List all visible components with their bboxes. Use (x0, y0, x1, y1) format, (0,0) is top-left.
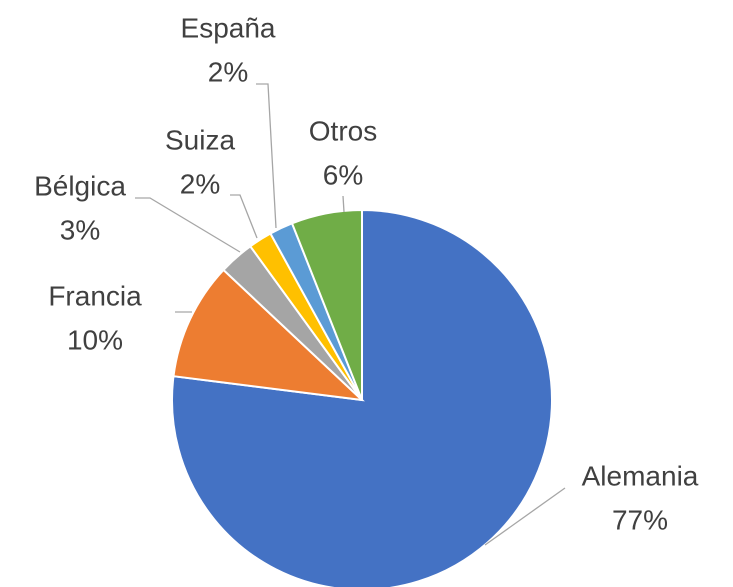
category-label: Suiza (165, 124, 235, 155)
pie-slice (172, 268, 365, 402)
value-label: 2% (208, 56, 248, 87)
value-label: 10% (67, 324, 123, 355)
category-label: España (181, 12, 276, 43)
value-label: 3% (60, 214, 100, 245)
leader-line (135, 197, 241, 253)
leader-line (342, 195, 345, 213)
value-label: 77% (612, 504, 668, 535)
category-label: Bélgica (34, 170, 126, 201)
category-label: Otros (309, 115, 377, 146)
value-label: 6% (323, 159, 363, 190)
value-label: 2% (180, 168, 220, 199)
leader-line (484, 487, 566, 546)
leader-line (230, 194, 258, 239)
pie-slice (290, 208, 363, 401)
leader-line (256, 83, 277, 229)
category-label: Francia (48, 280, 142, 311)
category-label: Alemania (582, 460, 699, 491)
